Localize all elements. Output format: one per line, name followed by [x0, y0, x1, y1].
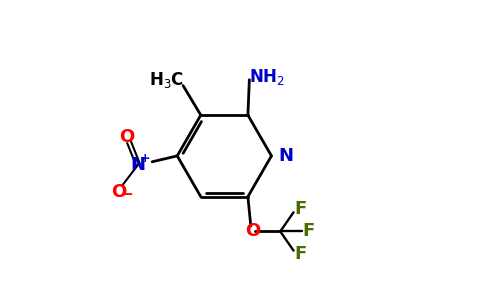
Text: H$_3$C: H$_3$C [150, 70, 184, 90]
Text: F: F [294, 200, 306, 218]
Text: +: + [139, 152, 150, 165]
Text: F: F [294, 244, 306, 262]
Text: O: O [119, 128, 134, 146]
Text: −: − [121, 187, 134, 202]
Text: O: O [245, 222, 260, 240]
Text: NH$_2$: NH$_2$ [249, 67, 285, 87]
Text: N: N [131, 156, 146, 174]
Text: F: F [302, 222, 315, 240]
Text: N: N [279, 147, 294, 165]
Text: O: O [111, 183, 126, 201]
